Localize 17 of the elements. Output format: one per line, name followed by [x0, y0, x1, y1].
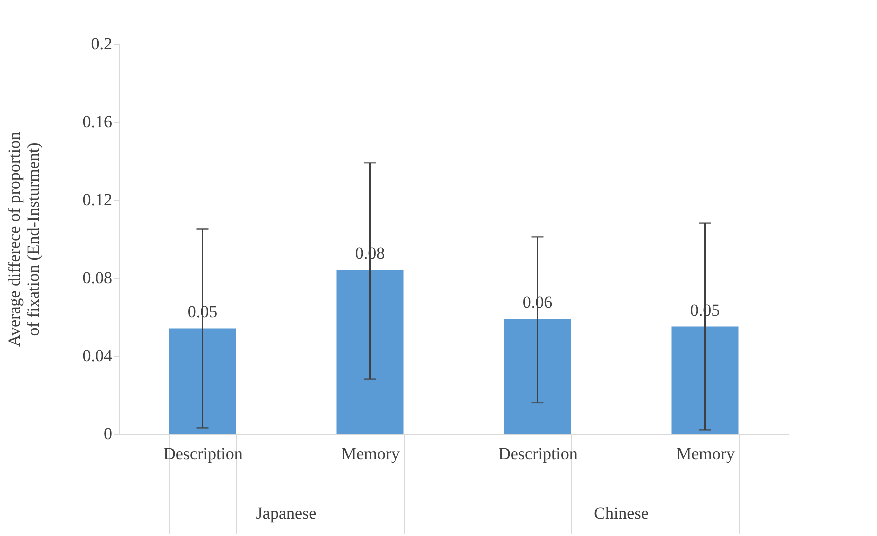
- bar: [672, 326, 739, 434]
- bar: [336, 270, 404, 434]
- x-tick-label: Description: [498, 444, 578, 464]
- bar: [504, 318, 572, 434]
- y-tick-label: 0.04: [82, 346, 113, 366]
- x-tick-label: Description: [164, 444, 244, 464]
- y-tick-label: 0: [104, 424, 112, 444]
- y-tick-label: 0.2: [91, 34, 112, 54]
- y-tick-label: 0.16: [82, 112, 112, 132]
- text: Chinese: [594, 504, 649, 523]
- x-tick-label: Memory: [676, 444, 736, 464]
- y-tick-label: 0.08: [82, 268, 112, 288]
- y-axis-title: Average differece of proportion of fixation (End-Insturment): [4, 131, 43, 348]
- text: Japanese: [256, 504, 317, 523]
- y-tick-label: 0.12: [82, 190, 112, 210]
- bar: [169, 328, 236, 434]
- x-tick-label: Memory: [341, 444, 401, 464]
